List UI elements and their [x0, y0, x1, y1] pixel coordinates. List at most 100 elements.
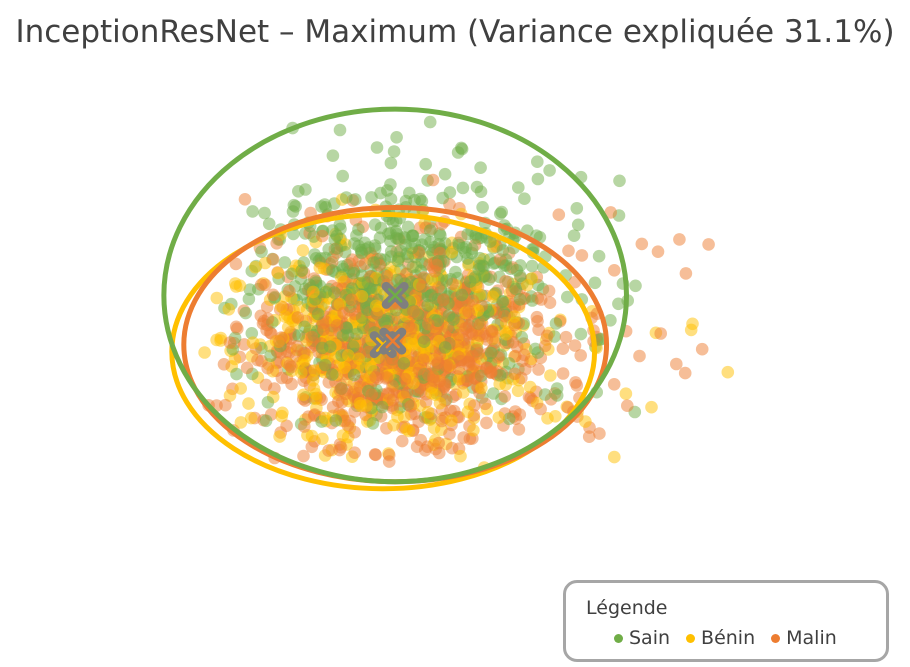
point-sain: [374, 221, 388, 235]
point-sain: [574, 327, 588, 341]
point-malin: [654, 327, 667, 340]
point-sain: [531, 155, 544, 168]
point-malin: [365, 388, 379, 401]
point-sain: [531, 172, 545, 186]
point-malin: [582, 430, 596, 444]
point-benin: [275, 409, 289, 423]
point-malin: [562, 244, 575, 258]
point-sain: [333, 218, 347, 231]
point-sain: [629, 279, 642, 293]
point-malin: [412, 363, 426, 376]
point-malin: [556, 342, 570, 356]
legend-items: Sain Bénin Malin: [614, 627, 837, 649]
point-sain: [613, 174, 626, 188]
centroid-sain: [381, 281, 409, 309]
point-benin: [511, 384, 525, 398]
point-sain: [340, 321, 354, 335]
point-benin: [318, 411, 332, 425]
point-sain: [484, 346, 498, 360]
point-malin: [398, 372, 412, 386]
point-sain: [417, 335, 431, 349]
point-benin: [684, 323, 698, 337]
point-sain: [243, 283, 257, 297]
point-sain: [502, 357, 516, 370]
point-sain: [384, 178, 397, 191]
point-sain: [513, 269, 527, 283]
point-malin: [229, 320, 243, 334]
point-malin: [405, 322, 418, 335]
point-sain: [323, 340, 337, 354]
point-malin: [223, 336, 237, 349]
point-sain: [518, 192, 531, 205]
point-malin: [532, 363, 545, 376]
point-malin: [240, 361, 254, 375]
point-sain: [308, 248, 321, 261]
point-sain: [336, 169, 350, 183]
point-malin: [522, 390, 536, 404]
point-sain: [593, 333, 607, 346]
point-benin: [249, 260, 262, 274]
point-benin: [645, 400, 658, 414]
point-benin: [400, 422, 413, 436]
point-benin: [355, 290, 369, 303]
point-malin: [316, 229, 329, 243]
point-benin: [275, 300, 288, 314]
point-sain: [461, 252, 474, 265]
point-sain: [326, 264, 339, 278]
point-sain: [570, 202, 584, 215]
point-malin: [556, 367, 570, 380]
point-sain: [370, 141, 384, 154]
point-sain: [484, 235, 497, 248]
point-sain: [347, 266, 360, 280]
point-benin: [342, 349, 355, 362]
point-benin: [523, 380, 537, 394]
point-sain: [509, 282, 522, 296]
point-malin: [404, 400, 418, 413]
point-sain: [469, 231, 483, 244]
point-sain: [487, 387, 500, 400]
point-benin: [370, 299, 383, 313]
point-benin: [223, 389, 237, 402]
point-sain: [413, 192, 427, 206]
point-sain: [550, 389, 564, 402]
legend-marker-malin: [771, 633, 781, 643]
point-sain: [529, 342, 542, 356]
point-benin: [619, 387, 633, 401]
point-sain: [292, 329, 306, 343]
point-benin: [308, 364, 322, 377]
point-malin: [480, 361, 493, 374]
point-benin: [445, 414, 458, 428]
point-malin: [604, 206, 617, 219]
point-benin: [234, 382, 247, 395]
point-sain: [286, 205, 300, 218]
point-sain: [259, 414, 273, 428]
point-benin: [421, 405, 435, 419]
point-sain: [468, 271, 482, 284]
point-malin: [538, 339, 552, 353]
point-malin: [266, 288, 280, 302]
point-sain: [592, 249, 606, 263]
point-malin: [471, 370, 484, 383]
point-malin: [422, 368, 435, 382]
point-malin: [542, 284, 556, 298]
point-malin: [348, 446, 362, 460]
point-sain: [438, 341, 452, 354]
point-benin: [579, 415, 592, 428]
point-sain: [455, 288, 469, 302]
point-benin: [244, 411, 258, 425]
point-sain: [361, 276, 375, 290]
point-sain: [512, 181, 525, 194]
point-malin: [325, 323, 338, 337]
point-sain: [246, 205, 259, 218]
point-malin: [569, 376, 582, 389]
point-malin: [702, 238, 715, 251]
point-malin: [285, 377, 298, 391]
point-sain: [397, 357, 411, 370]
point-benin: [334, 270, 348, 284]
point-malin: [217, 358, 231, 371]
point-sain: [419, 157, 433, 171]
point-malin: [305, 330, 319, 344]
point-benin: [500, 327, 513, 341]
point-malin: [291, 311, 305, 324]
